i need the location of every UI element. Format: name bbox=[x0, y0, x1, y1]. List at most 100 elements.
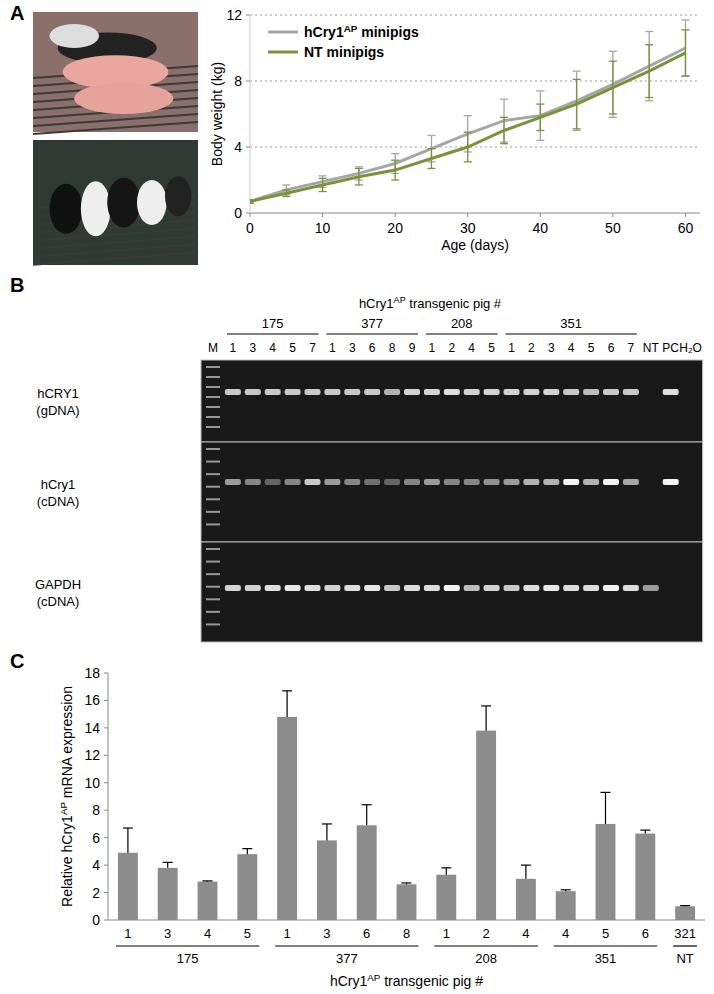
plot-area bbox=[118, 691, 695, 920]
group-label: 208 bbox=[475, 951, 497, 966]
error-cap bbox=[242, 848, 252, 849]
gel-band bbox=[663, 479, 679, 485]
bar bbox=[357, 825, 377, 920]
error-cap bbox=[680, 905, 690, 906]
tick bbox=[104, 865, 108, 866]
ladder-band bbox=[206, 586, 220, 588]
tick bbox=[246, 81, 250, 82]
group-line bbox=[426, 333, 498, 334]
tick-label: 20 bbox=[387, 220, 403, 236]
gel-band bbox=[384, 585, 400, 591]
error-cap bbox=[521, 865, 531, 866]
gel-band bbox=[683, 585, 699, 591]
error-cap bbox=[427, 148, 435, 149]
error-bar bbox=[561, 890, 571, 891]
gel-band bbox=[424, 389, 440, 395]
legend-swatch bbox=[268, 31, 298, 34]
ladder-band bbox=[206, 573, 220, 575]
group-line bbox=[116, 945, 259, 946]
error-stem bbox=[287, 691, 288, 717]
error-cap bbox=[645, 44, 653, 45]
axis-title: Age (days) bbox=[441, 237, 509, 253]
ladder-band bbox=[206, 376, 220, 378]
legend-label: NT minipigs bbox=[304, 44, 384, 60]
tick-label: 8 bbox=[403, 926, 410, 941]
tick-label: 10 bbox=[84, 775, 100, 791]
gel-band bbox=[444, 479, 460, 485]
lane-label: 2 bbox=[528, 341, 535, 355]
tick-label: 60 bbox=[678, 220, 694, 236]
error-cap bbox=[163, 862, 173, 863]
ladder-band bbox=[206, 396, 220, 398]
lane-label: 3 bbox=[349, 341, 356, 355]
row-label: (cDNA) bbox=[37, 494, 80, 509]
tick-label: 40 bbox=[533, 220, 549, 236]
gel-band bbox=[543, 479, 559, 485]
error-cap bbox=[573, 128, 581, 129]
error-stem bbox=[446, 868, 447, 875]
gel-band bbox=[563, 585, 579, 591]
tick-label: 4 bbox=[92, 857, 100, 873]
gel-band bbox=[265, 389, 281, 395]
gel-band bbox=[285, 585, 301, 591]
gel-band bbox=[344, 479, 360, 485]
gel-band bbox=[245, 479, 261, 485]
error-cap bbox=[322, 823, 332, 824]
photo-pig bbox=[81, 181, 111, 236]
gel-band bbox=[464, 479, 480, 485]
group-label: NT bbox=[676, 951, 693, 966]
lane-label: 8 bbox=[389, 341, 396, 355]
error-cap bbox=[441, 867, 451, 868]
tick bbox=[395, 213, 396, 217]
gel-band bbox=[364, 479, 380, 485]
error-cap bbox=[500, 117, 508, 118]
ladder-band bbox=[206, 598, 220, 600]
tick-label: 1 bbox=[124, 926, 131, 941]
lane-label: H₂O bbox=[679, 341, 702, 355]
error-cap bbox=[573, 79, 581, 80]
bar bbox=[476, 731, 496, 920]
error-bar bbox=[322, 824, 332, 840]
error-cap bbox=[402, 882, 412, 883]
group-line bbox=[434, 945, 537, 946]
axis-title: hCry1AP transgenic pig # bbox=[330, 972, 483, 990]
gel-band bbox=[563, 479, 579, 485]
gel-band bbox=[583, 479, 599, 485]
group-line bbox=[227, 333, 319, 334]
tick-label: 2 bbox=[92, 885, 100, 901]
error-cap bbox=[427, 168, 435, 169]
gel-band bbox=[563, 389, 579, 395]
group-label: 351 bbox=[595, 951, 617, 966]
gel-band bbox=[464, 585, 480, 591]
ladder-band bbox=[206, 523, 220, 525]
tick-label: 4 bbox=[562, 926, 569, 941]
ladder-band bbox=[206, 623, 220, 625]
error-bar bbox=[441, 868, 451, 875]
row-label: hCRY1 bbox=[37, 386, 79, 401]
gel-band bbox=[683, 479, 699, 485]
tick-label: 6 bbox=[363, 926, 370, 941]
gel-band bbox=[444, 389, 460, 395]
grid-line bbox=[250, 147, 700, 148]
row-label: (cDNA) bbox=[37, 594, 80, 609]
tick bbox=[104, 755, 108, 756]
tick bbox=[246, 147, 250, 148]
tick-label: 18 bbox=[84, 665, 100, 681]
error-cap bbox=[609, 117, 617, 118]
tick bbox=[250, 213, 251, 217]
text-part: hCry1 bbox=[304, 24, 344, 40]
legend-label: hCry1AP minipigs bbox=[304, 23, 419, 41]
ladder-band bbox=[206, 426, 220, 428]
gel-band bbox=[623, 479, 639, 485]
tick-label: 1 bbox=[443, 926, 450, 941]
gel-band bbox=[285, 479, 301, 485]
error-stem bbox=[685, 20, 686, 76]
text-part: mRNA expression bbox=[59, 686, 75, 802]
series-line bbox=[250, 48, 685, 201]
tick-label: 6 bbox=[92, 830, 100, 846]
legend-swatch bbox=[268, 51, 298, 54]
gel-band bbox=[663, 389, 679, 395]
tick-label: 10 bbox=[315, 220, 331, 236]
gel-background bbox=[201, 360, 703, 442]
gel-band bbox=[265, 585, 281, 591]
